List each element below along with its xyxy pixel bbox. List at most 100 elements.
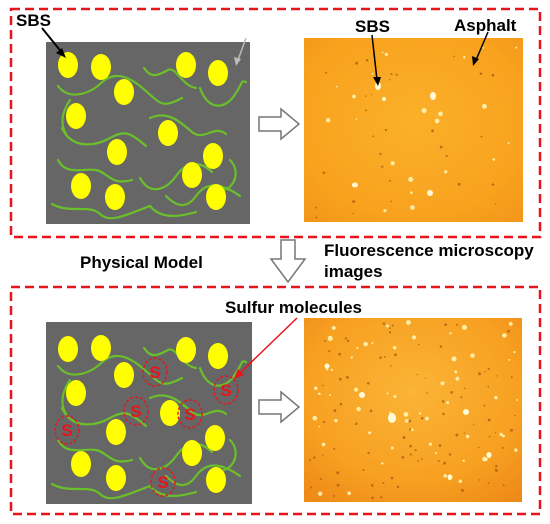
sbs-particles-top <box>58 52 228 210</box>
dark-speck <box>426 392 428 394</box>
bright-spot <box>371 342 374 345</box>
asphalt-image-pointer-head <box>472 56 479 66</box>
fluorescence-image-top <box>304 38 523 222</box>
bright-spot <box>383 209 387 213</box>
bright-spot <box>481 103 487 109</box>
polymer-chain <box>56 354 184 385</box>
dark-speck <box>420 417 424 420</box>
bright-spot <box>355 118 358 120</box>
bright-spot <box>507 142 510 145</box>
sulfur-ring <box>123 396 149 426</box>
dark-speck <box>355 422 358 426</box>
physical-model-label: Physical Model <box>80 253 203 272</box>
polymer-chain <box>56 158 134 183</box>
sbs-particle <box>182 440 202 466</box>
bright-spot <box>494 395 498 400</box>
bright-spot <box>386 392 389 395</box>
bright-spot <box>393 394 397 399</box>
sulfur-ring <box>177 399 203 429</box>
dark-speck <box>510 428 514 432</box>
polymer-chains-top <box>50 66 248 220</box>
dark-speck <box>395 73 398 76</box>
dark-speck <box>484 370 486 373</box>
fluorescence-label-line2: images <box>324 262 383 281</box>
dark-speck <box>362 469 365 472</box>
dark-speck <box>414 449 417 452</box>
dark-speck <box>488 435 491 438</box>
dark-speck <box>431 129 435 133</box>
dark-speck <box>510 376 513 379</box>
dark-speck <box>409 444 412 448</box>
dark-speck <box>324 339 327 342</box>
bright-spot <box>465 434 470 439</box>
dark-speck <box>371 94 373 96</box>
dark-speck <box>456 323 459 326</box>
dark-speck <box>321 384 324 387</box>
sbs-spot <box>463 409 469 415</box>
dark-speck <box>313 456 316 459</box>
dark-speck <box>487 418 491 422</box>
sulfur-ring <box>150 467 176 497</box>
sbs-particle <box>66 103 86 129</box>
dark-speck <box>494 203 497 205</box>
sbs-label-model: SBS <box>16 11 51 30</box>
sbs-particle <box>105 184 125 210</box>
dark-speck <box>309 458 312 462</box>
dark-speck <box>370 484 374 487</box>
bright-spot <box>318 425 321 428</box>
dark-speck <box>437 460 440 463</box>
dark-speck <box>383 356 386 358</box>
dark-speck <box>390 476 394 480</box>
dark-speck <box>514 414 516 417</box>
asphalt-label-model: Asphalt <box>221 16 284 35</box>
bright-spot <box>440 381 445 386</box>
sbs-particle <box>176 52 196 78</box>
bright-spot <box>331 325 336 330</box>
dark-speck <box>507 329 510 333</box>
dark-speck <box>495 465 498 468</box>
polymer-chain <box>61 378 72 416</box>
dark-speck <box>409 453 412 456</box>
sbs-particle <box>71 173 91 199</box>
bright-spot <box>384 52 389 57</box>
bright-spot <box>424 416 429 421</box>
dark-speck <box>366 381 370 385</box>
sbs-particle <box>91 335 111 361</box>
asphalt-label-image: Asphalt <box>454 16 517 35</box>
bright-spot <box>368 431 372 435</box>
dark-speck <box>483 404 486 407</box>
sbs-particle <box>107 139 127 165</box>
dark-speck <box>442 412 445 416</box>
bright-spot <box>392 346 397 350</box>
dark-speck <box>494 468 498 472</box>
sbs-spot <box>388 413 396 423</box>
sbs-particle <box>158 120 178 146</box>
dark-speck <box>417 460 419 462</box>
bright-spot <box>434 118 440 124</box>
process-arrow-bottom-icon <box>258 390 301 424</box>
bright-spot <box>444 170 448 174</box>
process-arrow-top-icon <box>258 107 301 141</box>
bright-spot <box>390 161 395 166</box>
bright-spot <box>371 72 374 75</box>
asphalt-model-pointer <box>237 37 247 61</box>
dark-speck <box>322 171 326 175</box>
bright-spot <box>406 320 411 325</box>
bright-spot <box>381 51 384 54</box>
fluorescence-image-bottom <box>304 318 522 502</box>
dark-speck <box>315 216 318 219</box>
dark-speck <box>352 212 354 215</box>
dark-speck <box>333 495 335 497</box>
bright-spot <box>455 376 460 381</box>
bright-spot <box>329 394 331 396</box>
bright-spot <box>408 176 414 182</box>
sulfur-pointer-head <box>234 369 244 379</box>
bright-spot <box>385 324 389 328</box>
bright-spot <box>353 387 359 392</box>
polymer-chain <box>148 204 198 218</box>
polymer-chain <box>222 158 237 192</box>
dark-speck <box>339 402 343 406</box>
bright-spot <box>356 346 359 349</box>
bright-spot <box>421 107 427 114</box>
polymer-chain <box>50 202 152 220</box>
